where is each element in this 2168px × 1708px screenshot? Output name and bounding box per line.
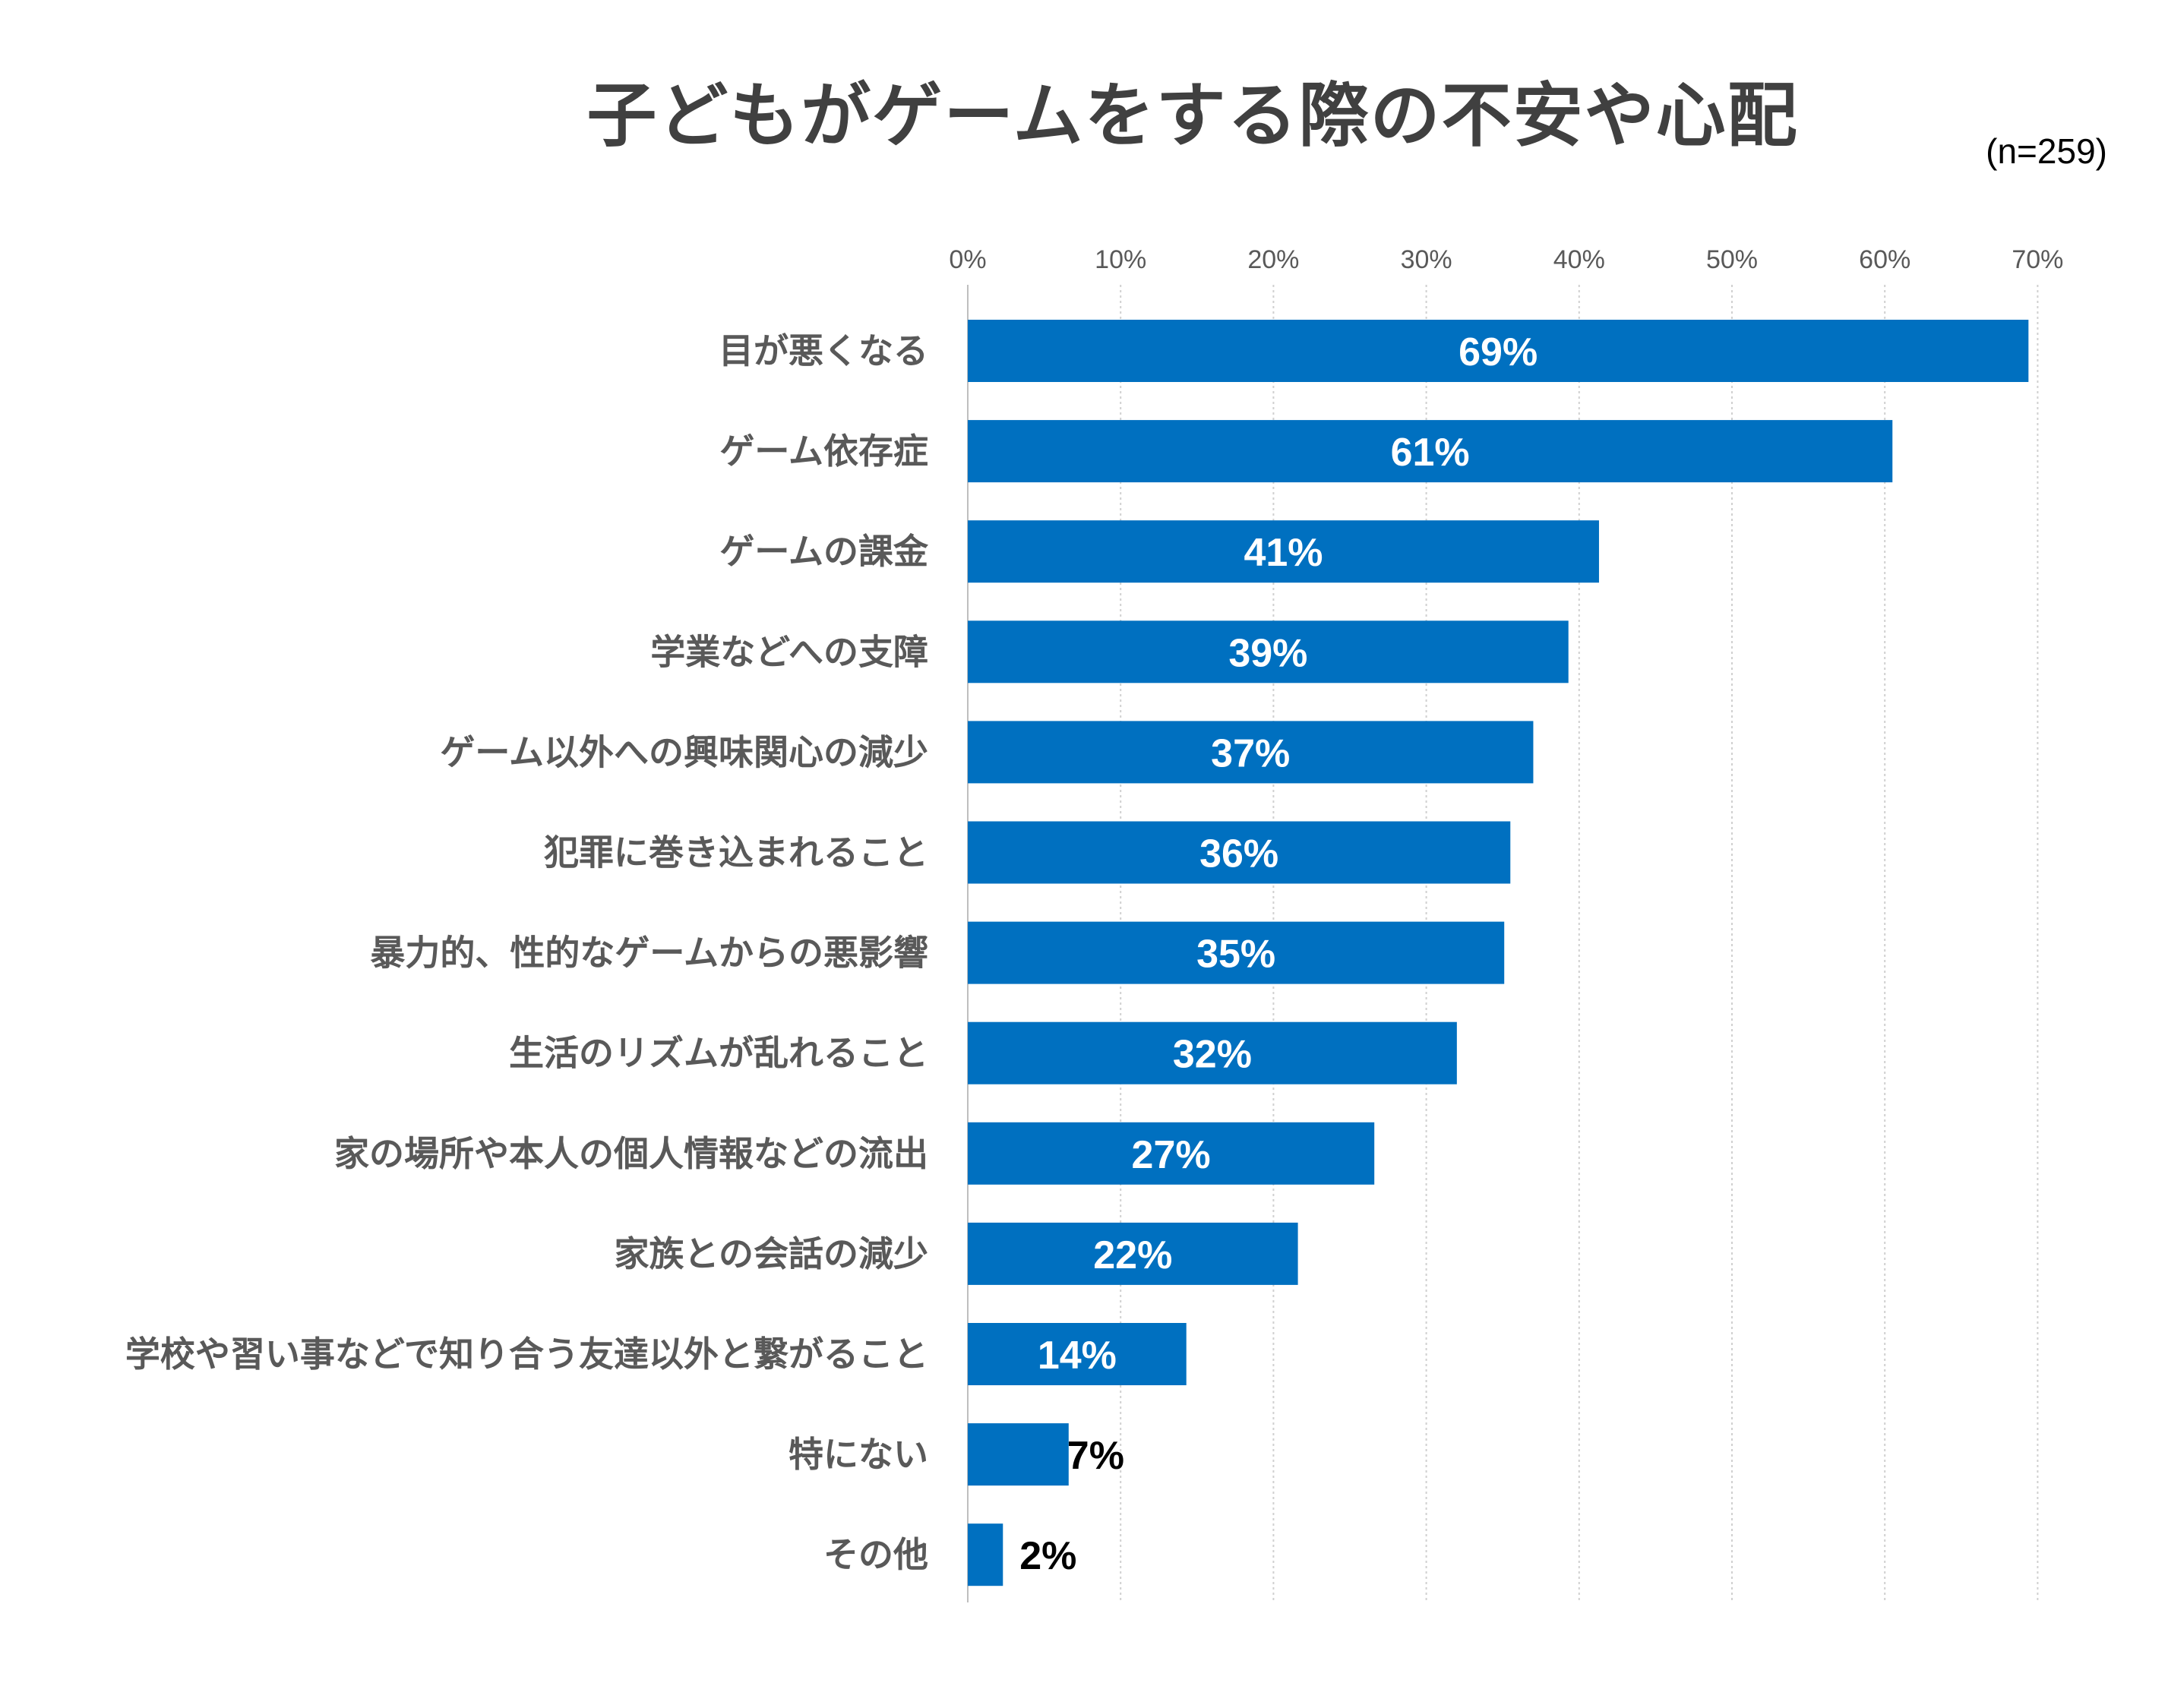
x-tick-label: 30% (1401, 245, 1452, 274)
data-label: 35% (1196, 933, 1275, 977)
bar (968, 520, 1599, 583)
bar (968, 821, 1511, 884)
bar (968, 1222, 1298, 1285)
category-label: 学校や習い事などで知り合う友達以外と繋がること (125, 1334, 928, 1375)
bar (968, 420, 1893, 483)
category-label: 家の場所や本人の個人情報などの流出 (334, 1133, 928, 1174)
data-label: 37% (1211, 731, 1290, 775)
bar (968, 1323, 1187, 1385)
category-label: その他 (823, 1534, 928, 1575)
bar (968, 1523, 1003, 1586)
x-tick-label: 10% (1095, 245, 1146, 274)
category-label: 学業などへの支障 (650, 631, 928, 672)
category-label: 暴力的、性的なゲームからの悪影響 (370, 933, 928, 974)
category-label: 家族との会話の減少 (614, 1233, 928, 1274)
data-label: 36% (1199, 832, 1278, 876)
category-label: 生活のリズムが乱れること (509, 1033, 928, 1074)
category-label: 特にない (789, 1434, 928, 1475)
category-label: 目が悪くなる (719, 330, 928, 371)
category-label: ゲームの課金 (719, 531, 929, 572)
category-label: ゲーム依存症 (719, 431, 928, 472)
category-label: 犯罪に巻き込まれること (544, 832, 928, 873)
bar (968, 1122, 1375, 1185)
data-label: 2% (1019, 1534, 1076, 1578)
category-label: ゲーム以外への興味関心の減少 (440, 731, 928, 772)
data-label: 69% (1459, 330, 1538, 374)
bar (968, 320, 2029, 382)
x-tick-label: 60% (1859, 245, 1910, 274)
bar (968, 1021, 1457, 1084)
data-label: 41% (1244, 531, 1323, 575)
bar (968, 721, 1534, 784)
bar (968, 620, 1569, 684)
x-tick-label: 0% (949, 245, 986, 274)
data-label: 7% (1067, 1434, 1124, 1478)
x-tick-label: 40% (1553, 245, 1605, 274)
x-tick-label: 50% (1706, 245, 1758, 274)
x-tick-label: 20% (1247, 245, 1299, 274)
data-label: 61% (1391, 431, 1470, 475)
data-label: 27% (1132, 1133, 1211, 1177)
bar (968, 921, 1505, 984)
data-label: 39% (1228, 631, 1307, 675)
data-label: 22% (1093, 1233, 1172, 1277)
sample-size-note: (n=259) (1986, 131, 2107, 171)
data-label: 14% (1038, 1334, 1117, 1378)
x-tick-label: 70% (2012, 245, 2063, 274)
bar (968, 1423, 1069, 1486)
data-label: 32% (1173, 1033, 1252, 1077)
chart-title: 子どもがゲームをする際の不安や心配 (586, 75, 1799, 156)
